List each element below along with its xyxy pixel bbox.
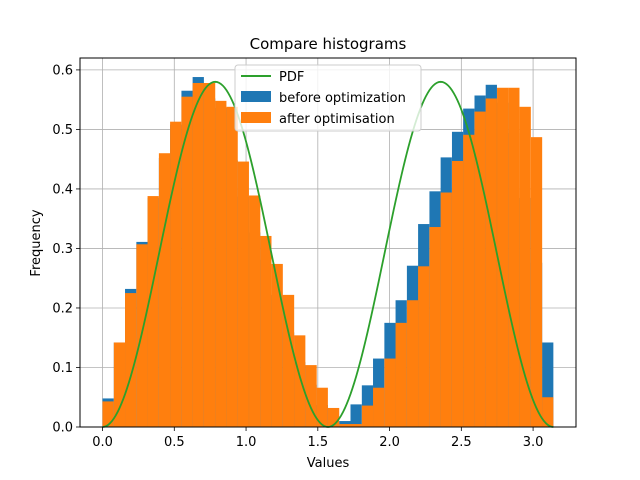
- histogram-bar: [249, 195, 261, 427]
- x-tick-label: 2.0: [379, 435, 400, 450]
- legend-after-label: after optimisation: [279, 112, 395, 127]
- legend-before-swatch: [241, 91, 271, 102]
- histogram-bar: [237, 161, 249, 428]
- legend-before-label: before optimization: [279, 91, 406, 106]
- histogram-bar: [440, 192, 452, 427]
- histogram-bar: [147, 196, 159, 427]
- histogram-bar: [361, 405, 374, 427]
- histogram-bar: [192, 82, 204, 428]
- histogram-bar: [170, 121, 182, 428]
- histogram-bar: [542, 342, 554, 427]
- histogram-bar: [158, 153, 171, 427]
- legend: PDF before optimization after optimisati…: [234, 64, 422, 132]
- histogram-bar: [125, 293, 137, 427]
- histogram-bar: [215, 100, 227, 427]
- histogram-bar: [519, 106, 531, 427]
- histogram-bar: [530, 137, 543, 428]
- y-axis-label: Frequency: [29, 209, 44, 276]
- histogram-bar: [226, 106, 238, 427]
- histogram-bar: [418, 266, 430, 427]
- histogram-bar: [373, 387, 385, 427]
- x-tick-label: 2.5: [451, 435, 472, 450]
- histogram-bar: [429, 227, 441, 427]
- histogram-bar: [113, 342, 126, 427]
- histogram-bar: [327, 407, 340, 427]
- y-tick-label: 0.5: [52, 123, 73, 138]
- y-axis-ticks: 0.0 0.1 0.2 0.3 0.4 0.5 0.6: [52, 63, 80, 436]
- x-tick-label: 1.0: [236, 435, 257, 450]
- histogram-bar: [485, 98, 497, 427]
- histogram-bar: [316, 387, 328, 427]
- axes-frame: [79, 57, 577, 428]
- histogram-bar: [395, 322, 407, 427]
- histogram-bar: [350, 404, 362, 427]
- histogram-bar: [271, 263, 283, 427]
- y-tick-label: 0.6: [52, 63, 73, 78]
- histogram-bar: [181, 96, 193, 427]
- histogram-bar: [497, 87, 509, 428]
- after-optimisation-bars: [102, 82, 554, 428]
- histogram-bar: [384, 358, 396, 427]
- y-tick-label: 0.0: [52, 421, 73, 436]
- histogram-bar: [350, 424, 362, 427]
- legend-frame: [234, 64, 422, 132]
- histogram-bar: [282, 294, 295, 427]
- histogram-bar: [260, 235, 272, 427]
- legend-pdf-label: PDF: [279, 70, 304, 85]
- x-axis-label: Values: [307, 456, 350, 471]
- x-tick-label: 3.0: [523, 435, 544, 450]
- histogram-bar: [339, 424, 351, 427]
- y-tick-label: 0.3: [52, 242, 73, 257]
- histogram-bar: [294, 335, 306, 427]
- y-tick-label: 0.4: [52, 182, 73, 197]
- histogram-bar: [305, 365, 317, 427]
- histogram-bar: [463, 134, 475, 427]
- x-axis-ticks: 0.0 0.5 1.0 1.5 2.0 2.5 3.0: [92, 427, 543, 450]
- histogram-bar: [542, 397, 554, 427]
- histogram-bar: [451, 160, 464, 428]
- histogram-bar: [102, 401, 114, 427]
- histogram-bar: [508, 87, 520, 428]
- legend-after-swatch: [241, 112, 271, 123]
- x-tick-label: 0.0: [92, 435, 113, 450]
- x-tick-label: 0.5: [164, 435, 185, 450]
- histogram-bar: [406, 300, 419, 427]
- chart-title: Compare histograms: [250, 35, 407, 53]
- y-tick-label: 0.2: [52, 301, 73, 316]
- y-tick-label: 0.1: [52, 361, 73, 376]
- x-tick-label: 1.5: [307, 435, 328, 450]
- histogram-bar: [474, 111, 486, 427]
- histogram-bar: [203, 82, 216, 428]
